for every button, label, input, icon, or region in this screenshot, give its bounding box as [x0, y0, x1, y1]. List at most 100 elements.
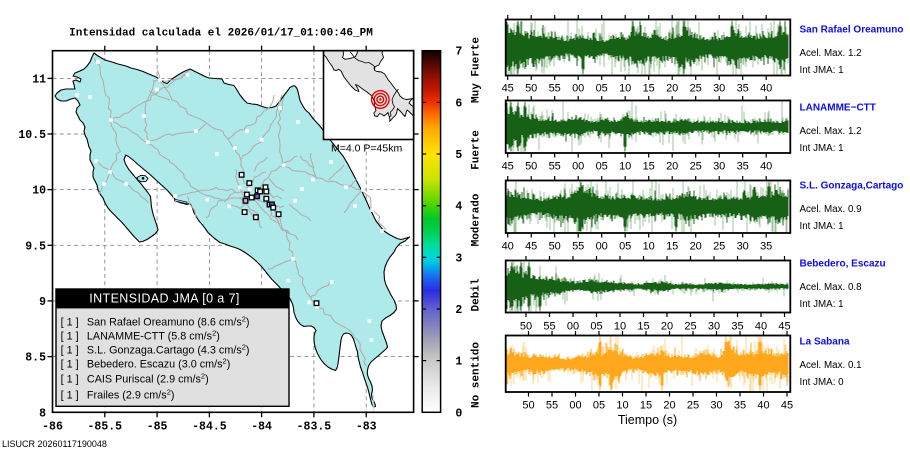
svg-text:20: 20	[690, 241, 702, 253]
svg-text:5: 5	[455, 149, 462, 162]
svg-text:Acel. Max. 1.2: Acel. Max. 1.2	[800, 48, 862, 59]
svg-text:Tiempo (s): Tiempo (s)	[618, 413, 677, 427]
svg-text:45: 45	[781, 400, 793, 412]
svg-text:Fuerte: Fuerte	[471, 130, 483, 170]
svg-text:8: 8	[39, 407, 46, 420]
svg-text:[ 1 ]: [ 1 ]	[61, 331, 79, 343]
svg-text:Int JMA: 1: Int JMA: 1	[800, 299, 844, 310]
svg-text:M=4.0 P=45km: M=4.0 P=45km	[331, 143, 402, 155]
svg-text:INTENSIDAD JMA [0 a 7]: INTENSIDAD JMA [0 a 7]	[89, 292, 240, 306]
svg-text:La Sabana: La Sabana	[800, 337, 850, 348]
svg-text:Acel. Max. 0.8: Acel. Max. 0.8	[800, 282, 863, 293]
svg-text:-83: -83	[356, 421, 377, 434]
svg-text:25: 25	[684, 321, 696, 333]
svg-text:9: 9	[39, 296, 46, 309]
svg-text:25: 25	[690, 82, 702, 94]
svg-text:Int JMA: 0: Int JMA: 0	[800, 377, 845, 388]
svg-text:15: 15	[637, 321, 649, 333]
svg-text:-84: -84	[251, 421, 272, 434]
svg-text:20: 20	[661, 321, 673, 333]
svg-text:10: 10	[32, 185, 46, 198]
svg-text:10: 10	[643, 241, 655, 253]
svg-text:3: 3	[455, 252, 462, 265]
svg-text:San Rafael Oreamuno (8.6 cm/s2: San Rafael Oreamuno (8.6 cm/s2)	[87, 315, 250, 329]
svg-text:40: 40	[757, 400, 769, 412]
svg-text:Moderado: Moderado	[471, 193, 483, 246]
svg-text:30: 30	[708, 321, 720, 333]
svg-text:Int JMA: 1: Int JMA: 1	[800, 221, 844, 232]
svg-text:20: 20	[666, 82, 678, 94]
svg-text:55: 55	[546, 400, 558, 412]
svg-text:40: 40	[760, 82, 772, 94]
svg-text:10: 10	[619, 82, 631, 94]
svg-text:7: 7	[455, 46, 462, 59]
svg-text:05: 05	[619, 241, 631, 253]
svg-text:00: 00	[569, 400, 581, 412]
svg-text:40: 40	[755, 321, 767, 333]
svg-text:30: 30	[710, 400, 722, 412]
svg-text:00: 00	[572, 82, 584, 94]
svg-text:20: 20	[666, 161, 678, 173]
svg-text:-83.5: -83.5	[297, 421, 332, 434]
svg-text:50: 50	[525, 161, 537, 173]
svg-text:35: 35	[737, 82, 749, 94]
svg-text:45: 45	[525, 241, 537, 253]
svg-text:30: 30	[713, 161, 725, 173]
svg-text:55: 55	[549, 161, 561, 173]
svg-text:-84.5: -84.5	[192, 421, 227, 434]
svg-text:10.5: 10.5	[18, 129, 46, 142]
svg-text:55: 55	[572, 241, 584, 253]
svg-text:45: 45	[502, 161, 514, 173]
svg-text:35: 35	[734, 400, 746, 412]
svg-text:55: 55	[549, 82, 561, 94]
svg-text:[ 1 ]: [ 1 ]	[61, 373, 79, 385]
svg-text:35: 35	[731, 321, 743, 333]
svg-text:50: 50	[522, 400, 534, 412]
svg-text:Int JMA: 1: Int JMA: 1	[800, 65, 844, 76]
svg-text:25: 25	[690, 161, 702, 173]
svg-text:25: 25	[713, 241, 725, 253]
svg-text:10: 10	[616, 400, 628, 412]
svg-text:05: 05	[590, 321, 602, 333]
svg-text:40: 40	[760, 161, 772, 173]
svg-text:Frailes (2.9 cm/s2): Frailes (2.9 cm/s2)	[87, 388, 175, 402]
svg-text:15: 15	[666, 241, 678, 253]
svg-text:11: 11	[32, 73, 46, 86]
svg-text:25: 25	[687, 400, 699, 412]
svg-text:LISUCR 20260117190048: LISUCR 20260117190048	[2, 439, 107, 449]
svg-text:2: 2	[455, 304, 462, 317]
svg-text:Acel. Max. 1.2: Acel. Max. 1.2	[800, 126, 862, 137]
svg-text:-86: -86	[42, 421, 63, 434]
svg-text:00: 00	[572, 161, 584, 173]
svg-text:15: 15	[643, 161, 655, 173]
svg-text:LANAMME-CTT (5.8 cm/s2): LANAMME-CTT (5.8 cm/s2)	[87, 329, 220, 343]
svg-text:-85.5: -85.5	[88, 421, 123, 434]
svg-text:[ 1 ]: [ 1 ]	[61, 390, 79, 402]
svg-text:50: 50	[549, 241, 561, 253]
svg-text:CAIS Puriscal (2.9 cm/s2): CAIS Puriscal (2.9 cm/s2)	[87, 371, 209, 385]
svg-text:LANAMME−CTT: LANAMME−CTT	[800, 103, 876, 114]
svg-text:4: 4	[455, 201, 462, 214]
svg-text:Intensidad calculada el 2026/0: Intensidad calculada el 2026/01/17_01:00…	[69, 28, 373, 40]
svg-text:Acel. Max. 0.1: Acel. Max. 0.1	[800, 360, 862, 371]
svg-text:15: 15	[643, 82, 655, 94]
svg-text:05: 05	[596, 82, 608, 94]
svg-text:05: 05	[593, 400, 605, 412]
svg-text:1: 1	[455, 356, 462, 369]
svg-text:50: 50	[525, 82, 537, 94]
svg-text:10: 10	[614, 321, 626, 333]
svg-text:Muy Fuerte: Muy Fuerte	[471, 37, 483, 103]
svg-text:30: 30	[737, 241, 749, 253]
svg-text:35: 35	[737, 161, 749, 173]
svg-text:20: 20	[663, 400, 675, 412]
svg-text:55: 55	[543, 321, 555, 333]
svg-text:Debil: Debil	[471, 278, 483, 311]
svg-text:9.5: 9.5	[25, 240, 46, 253]
svg-text:[ 1 ]: [ 1 ]	[61, 317, 79, 329]
svg-text:00: 00	[567, 321, 579, 333]
svg-text:6: 6	[455, 97, 462, 110]
svg-text:No sentido: No sentido	[471, 342, 483, 408]
svg-text:Bebedero, Escazu: Bebedero, Escazu	[800, 259, 886, 270]
svg-text:0: 0	[455, 407, 462, 420]
svg-text:35: 35	[760, 241, 772, 253]
